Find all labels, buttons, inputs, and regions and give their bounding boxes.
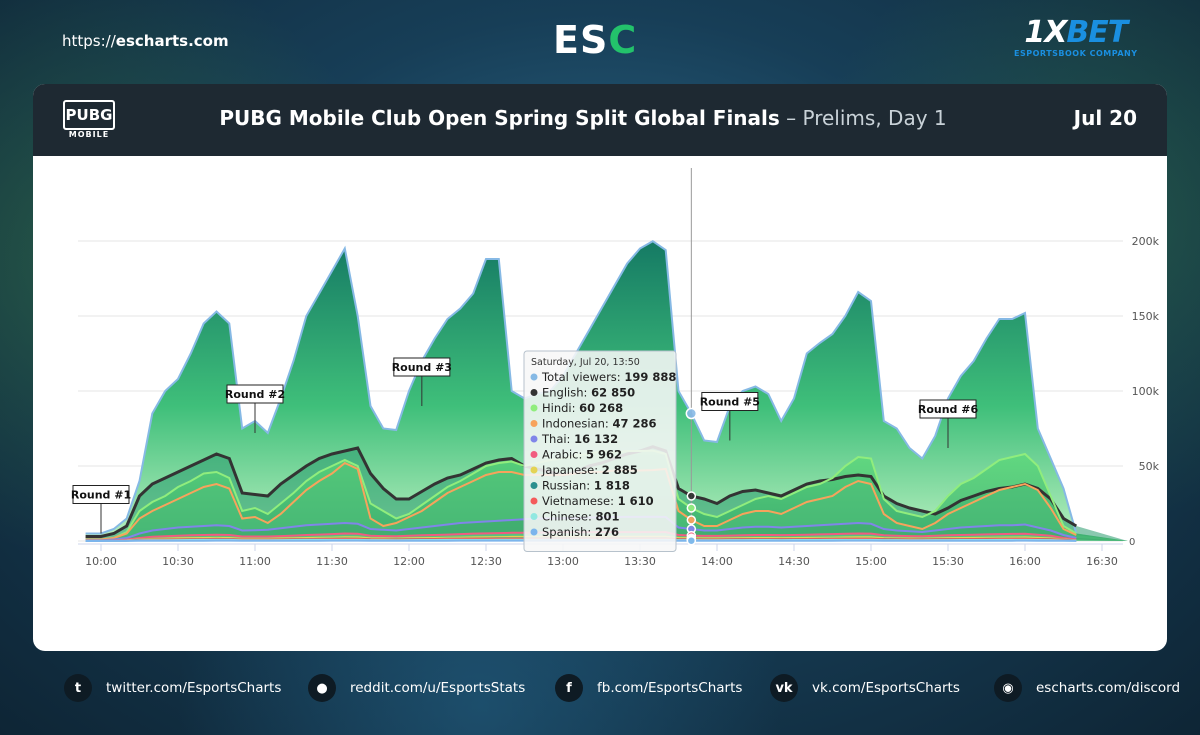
- hover-point-english: [686, 491, 697, 501]
- event-date: Jul 20: [1073, 106, 1137, 130]
- sponsor-brand-accent: BET: [1066, 15, 1128, 50]
- annotation-box-round-2: [226, 384, 284, 404]
- site-url-prefix: https://: [62, 32, 116, 50]
- x-tick-13:00: 13:00: [547, 555, 579, 568]
- vk-label: vk.com/EsportsCharts: [812, 680, 960, 696]
- x-tick-11:30: 11:30: [316, 555, 348, 568]
- tooltip-dot-hindi: [530, 404, 538, 412]
- chart-title: PUBG Mobile Club Open Spring Split Globa…: [133, 106, 1033, 130]
- tooltip-row-total-viewers: Total viewers: 199 888: [541, 370, 676, 384]
- escharts-logo: ESC: [553, 18, 637, 62]
- y-tick-150k: 150k: [1132, 310, 1160, 323]
- tooltip-dot-indonesian: [530, 420, 538, 427]
- discord-label: escharts.com/discord: [1036, 680, 1181, 696]
- y-tick-50k: 50k: [1139, 460, 1160, 473]
- sponsor-logo: 1XBET ESPORTSBOOK COMPANY: [1014, 15, 1138, 59]
- twitter-link[interactable]: t twitter.com/EsportsCharts: [64, 668, 281, 708]
- hover-point-hindi: [686, 503, 697, 513]
- tooltip-dot-japanese: [530, 466, 538, 474]
- annotation-label-round-2: Round #2: [225, 388, 285, 401]
- twitter-icon: t: [64, 674, 92, 702]
- reddit-icon: ●: [308, 674, 336, 702]
- x-tick-16:30: 16:30: [1086, 555, 1118, 568]
- vk-link[interactable]: vk vk.com/EsportsCharts: [770, 668, 960, 708]
- y-tick-0: 0: [1129, 537, 1135, 548]
- viewers-area-chart[interactable]: 0 50k 100k 150k 200k 10:00 10:30 11:00 11:30 12:0…: [33, 156, 1167, 651]
- tooltip-row-english: English: 62 850: [542, 386, 635, 400]
- tooltip-row-indonesian: Indonesian: 47 286: [542, 417, 656, 431]
- site-url[interactable]: https://escharts.com: [62, 32, 229, 50]
- reddit-link[interactable]: ● reddit.com/u/EsportsStats: [308, 668, 525, 708]
- x-tick-10:00: 10:00: [85, 555, 117, 568]
- tooltip-dot-russian: [530, 482, 538, 489]
- tooltip-row-arabic: Arabic: 5 962: [542, 448, 622, 462]
- tooltip-box: [523, 350, 677, 552]
- annotation-label-round-5: Round #5: [700, 396, 760, 409]
- tooltip-dot-chinese: [530, 513, 538, 520]
- annotation-label-round-6: Round #6: [918, 403, 979, 416]
- footer: t twitter.com/EsportsCharts ● reddit.com/u…: [0, 668, 1200, 708]
- tooltip-row-vietnamese: Vietnamese: 1 610: [542, 494, 654, 508]
- tooltip-row-hindi: Hindi: 60 268: [542, 401, 623, 415]
- tooltip-row-spanish: Spanish: 276: [542, 525, 619, 539]
- game-logo-sub: MOBILE: [68, 130, 110, 139]
- hover-point-total-viewers: [685, 407, 698, 420]
- discord-link[interactable]: ◉ escharts.com/discord: [994, 668, 1180, 708]
- card-header: PUBG MOBILE PUBG Mobile Club Open Spring…: [33, 84, 1167, 156]
- hover-point-indonesian: [686, 515, 697, 525]
- annotation-label-round-1: Round #1: [71, 489, 131, 502]
- chart-card: PUBG MOBILE PUBG Mobile Club Open Spring…: [33, 84, 1167, 651]
- tooltip-dot-vietnamese: [530, 497, 538, 505]
- tooltip-dot-arabic: [530, 451, 538, 458]
- hover-point-spanish: [686, 535, 697, 546]
- facebook-label: fb.com/EsportsCharts: [597, 680, 743, 696]
- sponsor-tagline: ESPORTSBOOK COMPANY: [1014, 49, 1138, 58]
- twitter-label: twitter.com/EsportsCharts: [106, 680, 282, 696]
- sponsor-brand-text: 1X: [1024, 15, 1067, 50]
- x-tick-13:30: 13:30: [624, 555, 656, 568]
- pubg-mobile-logo: PUBG MOBILE: [63, 100, 115, 140]
- tooltip-row-russian: Russian: 1 818: [542, 479, 630, 493]
- y-tick-100k: 100k: [1132, 385, 1160, 398]
- annotation-label-round-3: Round #3: [392, 361, 452, 374]
- reddit-label: reddit.com/u/EsportsStats: [350, 680, 526, 696]
- tooltip-row-japanese: Japanese: 2 885: [541, 463, 638, 477]
- site-url-domain: escharts.com: [115, 32, 229, 50]
- tooltip-dot-thai: [530, 435, 538, 443]
- top-bar: https://escharts.com ESC 1XBET ESPORTSBO…: [0, 0, 1200, 84]
- title-rest: – Prelims, Day 1: [779, 106, 947, 130]
- x-tick-14:00: 14:00: [701, 555, 733, 568]
- x-tick-10:30: 10:30: [162, 555, 194, 568]
- x-tick-14:30: 14:30: [778, 555, 810, 568]
- y-tick-200k: 200k: [1132, 235, 1160, 248]
- facebook-link[interactable]: f fb.com/EsportsCharts: [555, 668, 742, 708]
- title-bold: PUBG Mobile Club Open Spring Split Globa…: [219, 106, 780, 130]
- tooltip-dot-total-viewers: [530, 373, 538, 381]
- x-tick-12:00: 12:00: [393, 555, 425, 568]
- x-tick-11:00: 11:00: [239, 555, 271, 568]
- vk-icon: vk: [770, 674, 798, 702]
- x-tick-16:00: 16:00: [1009, 555, 1041, 568]
- tooltip-title: Saturday, Jul 20, 13:50: [531, 357, 640, 368]
- tooltip-row-chinese: Chinese: 801: [542, 510, 620, 524]
- line-total-viewers: [85, 240, 1078, 535]
- logo-main-text: ES: [553, 18, 609, 62]
- facebook-icon: f: [555, 674, 583, 702]
- x-tick-12:30: 12:30: [470, 555, 502, 568]
- annotation-box-round-1: [72, 485, 130, 504]
- game-logo-top: PUBG: [63, 100, 115, 130]
- tooltip-dot-english: [530, 389, 538, 396]
- annotation-box-round-5: [701, 392, 759, 411]
- x-tick-15:00: 15:00: [855, 555, 887, 568]
- tooltip-dot-spanish: [530, 528, 538, 536]
- x-tick-15:30: 15:30: [932, 555, 964, 568]
- tooltip-row-thai: Thai: 16 132: [541, 432, 618, 446]
- annotation-box-round-6: [919, 399, 977, 419]
- logo-accent-text: C: [608, 18, 638, 62]
- discord-icon: ◉: [994, 674, 1022, 702]
- annotation-box-round-3: [393, 357, 451, 377]
